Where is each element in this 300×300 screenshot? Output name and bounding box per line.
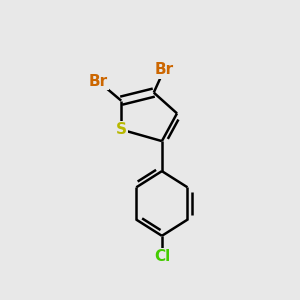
Text: Br: Br xyxy=(88,74,107,88)
Text: Br: Br xyxy=(155,62,174,77)
Text: Cl: Cl xyxy=(154,249,170,264)
Text: S: S xyxy=(116,122,127,137)
